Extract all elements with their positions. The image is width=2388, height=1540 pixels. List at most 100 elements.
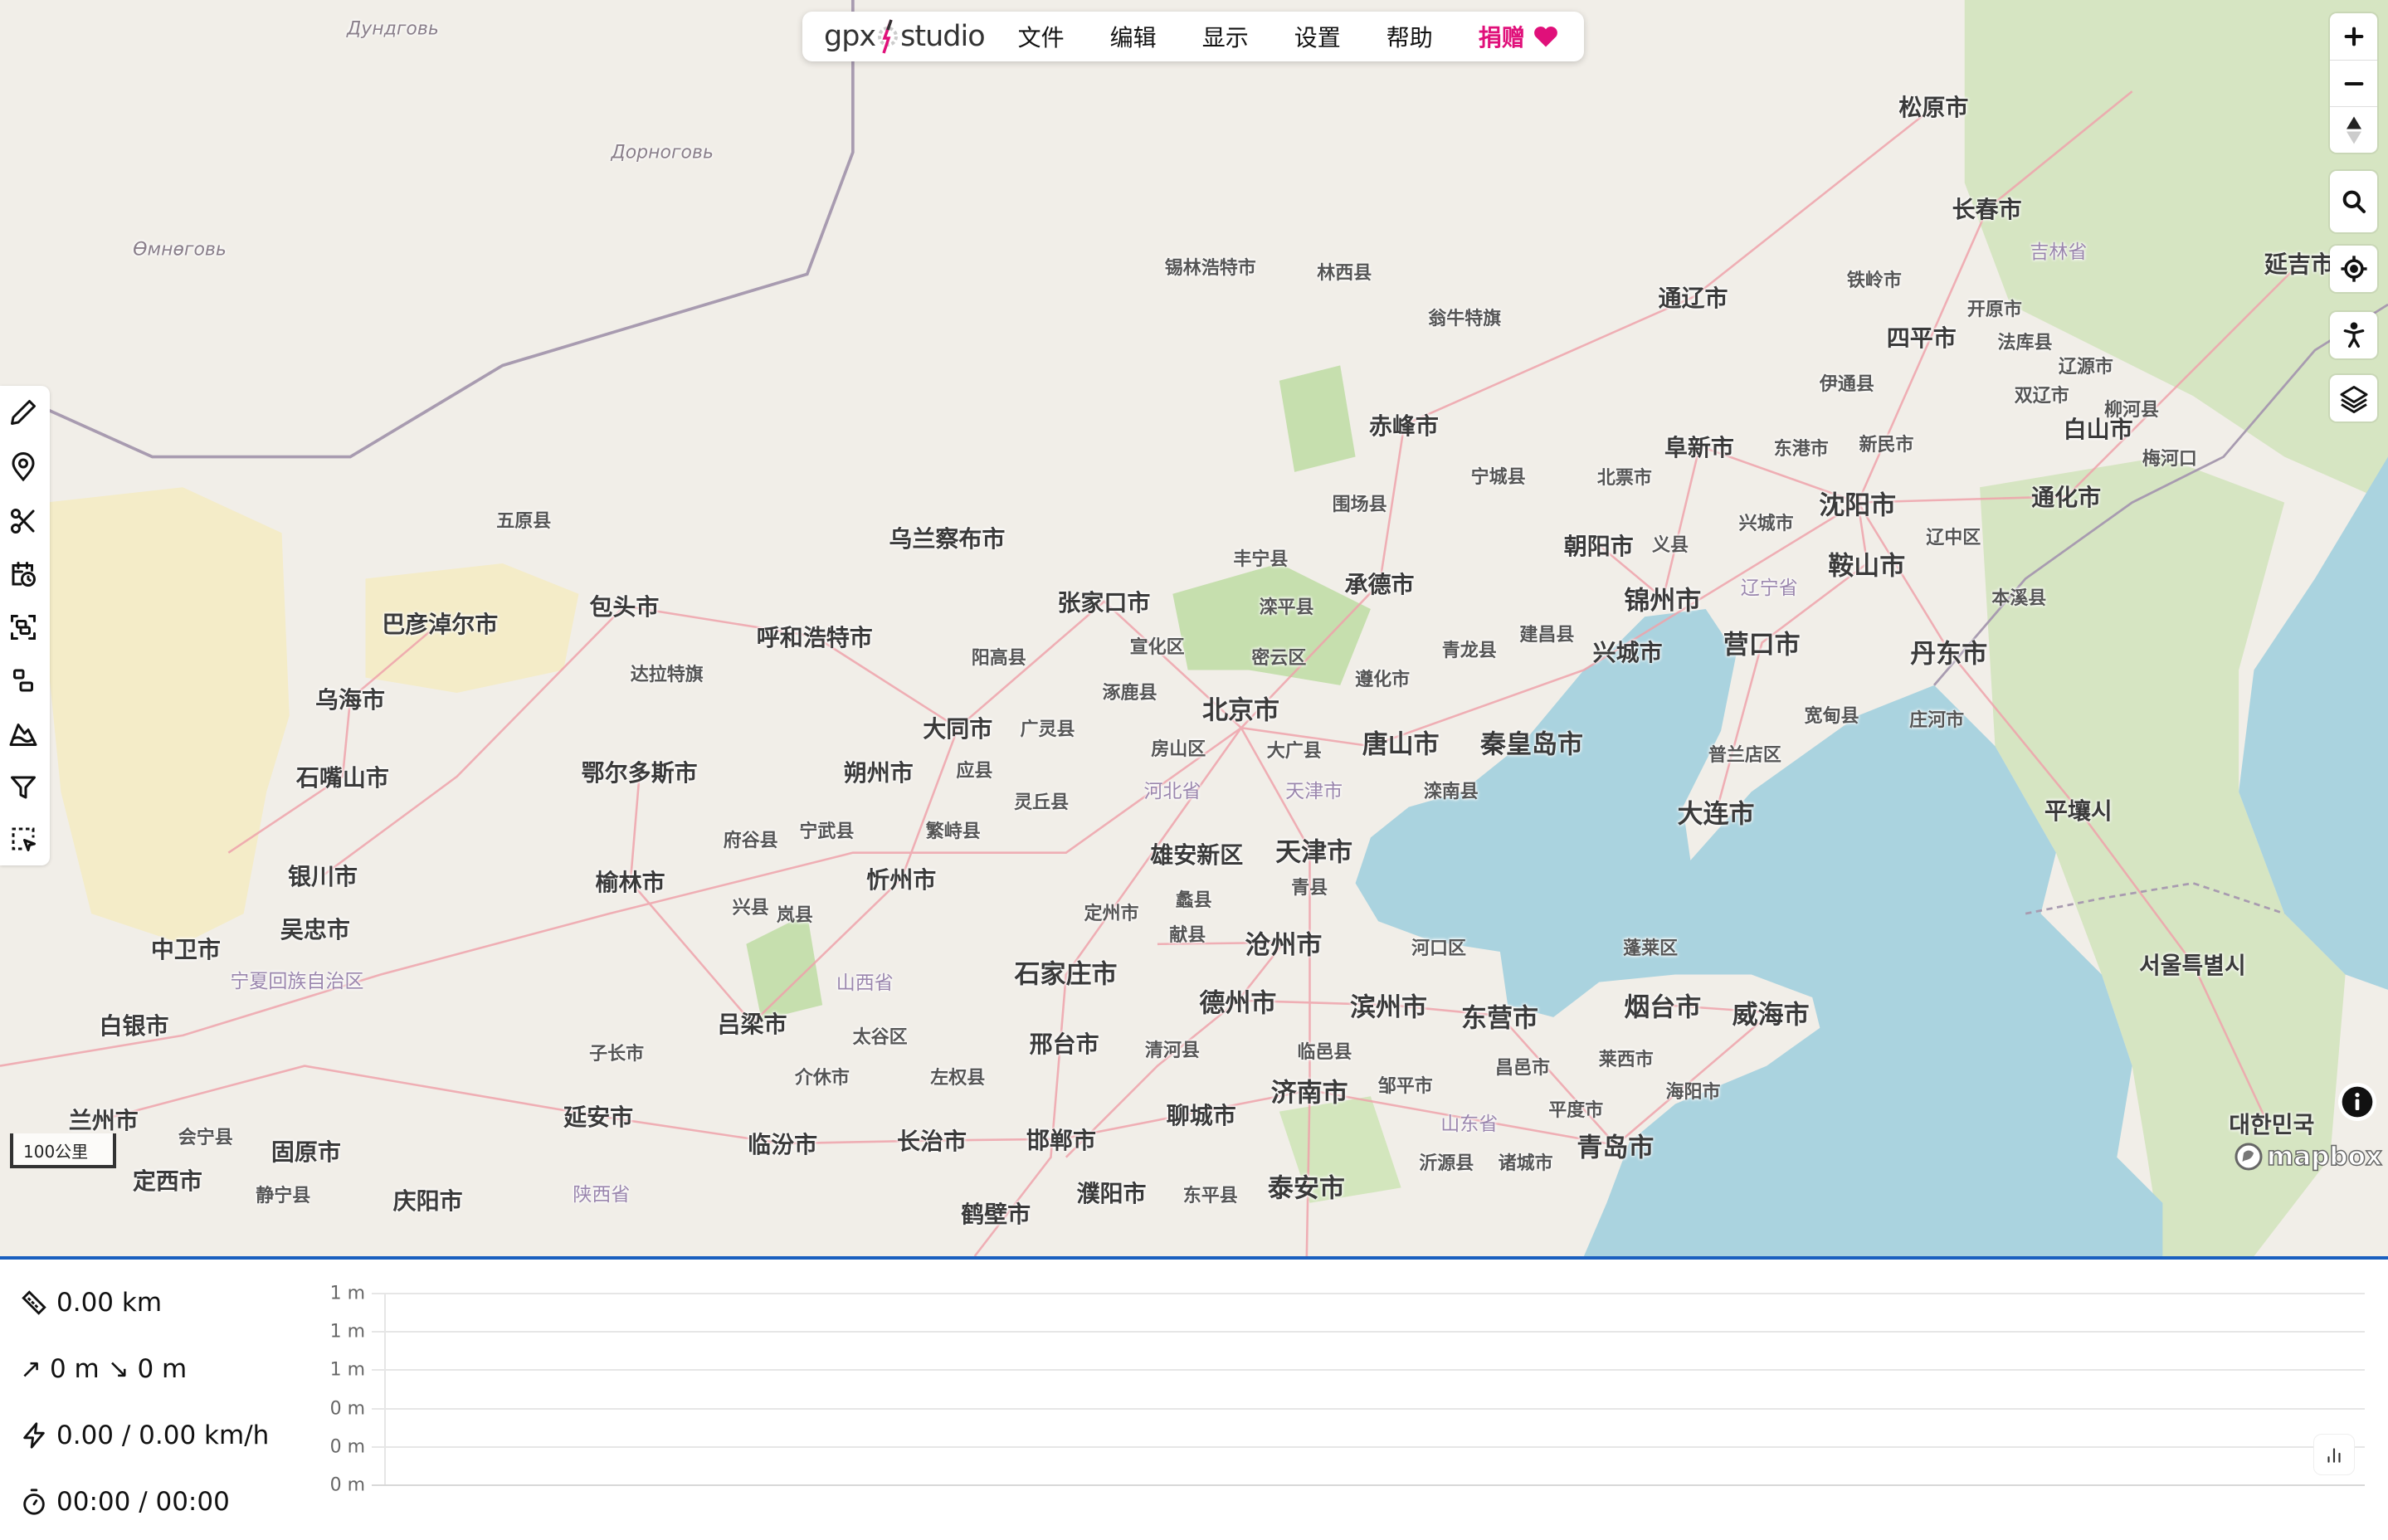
ungroup-icon[interactable] [8, 665, 38, 695]
map-city-label: 平壤시 [2044, 797, 2113, 826]
zoom-in-button[interactable] [2330, 13, 2377, 60]
heart-icon [1533, 26, 1557, 47]
elevation-panel [0, 1256, 2388, 1540]
map-city-label: 邢台市 [1029, 1030, 1099, 1058]
plus-icon [2344, 27, 2363, 46]
map-city-label: 石家庄市 [1014, 959, 1118, 990]
map-city-label: 烟台市 [1624, 992, 1702, 1023]
map-place-label: 普兰店区 [1708, 745, 1781, 767]
layers-control [2330, 375, 2377, 422]
map-city-label: 大连市 [1677, 799, 1755, 830]
stat-speed: 0.00 / 0.00 km/h [20, 1421, 269, 1450]
scale-bar: 100公里 [10, 1133, 116, 1168]
minus-icon [2344, 81, 2363, 85]
map-place-label: 蠡县 [1175, 889, 1212, 911]
map-city-label: 固原市 [270, 1138, 341, 1167]
map-city-label: 鄂尔多斯市 [581, 759, 698, 787]
scissors-icon[interactable] [8, 506, 38, 536]
map-place-label: 东平县 [1182, 1185, 1238, 1206]
select-icon[interactable] [8, 824, 38, 854]
locate-icon [2340, 256, 2367, 282]
group-icon[interactable] [8, 612, 38, 642]
left-toolbar [0, 386, 50, 865]
map-province-label: 宁夏回族自治区 [230, 970, 364, 992]
map-place-label: 静宁县 [256, 1185, 311, 1206]
map-place-label: 广灵县 [1020, 719, 1075, 741]
search-icon [2342, 190, 2366, 213]
map-city-label: 四平市 [1886, 324, 1957, 352]
map-place-label: 定州市 [1084, 904, 1139, 925]
lightning-icon [23, 1422, 45, 1449]
map-province-label: 吉林省 [2030, 241, 2088, 263]
map-pin-icon[interactable] [8, 452, 38, 482]
map-city-label: 定西市 [132, 1167, 202, 1196]
info-button[interactable] [2338, 1083, 2376, 1121]
map-place-label: 丰宁县 [1233, 548, 1289, 570]
map-place-label: 五原县 [496, 510, 552, 532]
map-city-label: 长治市 [897, 1128, 967, 1156]
map-place-label: 宁城县 [1470, 466, 1526, 488]
map-place-label: 平度市 [1548, 1099, 1604, 1121]
map-city-label: 通化市 [2031, 484, 2102, 512]
menu-file[interactable]: 文件 [1017, 24, 1065, 51]
menu-edit[interactable]: 编辑 [1109, 24, 1157, 51]
menu-donate[interactable]: 捐赠 [1479, 20, 1558, 53]
y-tick-label: 0 m [329, 1436, 365, 1458]
mountain-icon[interactable] [8, 719, 38, 748]
compass-button[interactable] [2330, 106, 2377, 153]
pencil-icon[interactable] [8, 397, 38, 427]
timer-icon [23, 1489, 45, 1515]
map-city-label: 德州市 [1199, 988, 1277, 1019]
map-city-label: 吴忠市 [280, 916, 350, 944]
layers-button[interactable] [2330, 375, 2377, 422]
filter-icon[interactable] [8, 772, 38, 802]
map-place-label: 兴城市 [1738, 514, 1794, 535]
search-button[interactable] [2330, 171, 2377, 232]
map-place-label: 义县 [1651, 535, 1689, 557]
map-place-label: 新民市 [1859, 434, 1914, 456]
gridline [372, 1369, 2365, 1371]
calendar-clock-icon[interactable] [8, 559, 38, 589]
y-tick-label: 1 m [329, 1321, 365, 1343]
zoom-out-button[interactable] [2330, 60, 2377, 106]
map-place-label: 滦平县 [1259, 597, 1314, 619]
map-place-label: 林西县 [1317, 262, 1372, 284]
mapbox-logo[interactable]: mapbox [2234, 1141, 2383, 1172]
map-city-label: 滨州市 [1350, 992, 1428, 1023]
zoom-controls [2330, 13, 2377, 153]
map-place-label: 辽源市 [2058, 357, 2113, 378]
map[interactable]: 北京市 天津市 唐山市 秦皇岛市 石家庄市 沧州市 德州市 滨州市 东营市 济南市 泰安市 青岛市 烟台… [0, 0, 2388, 1256]
logo-bolt-icon [878, 19, 899, 54]
accessibility-button[interactable] [2330, 312, 2377, 358]
map-place-label: 青龙县 [1441, 640, 1497, 661]
map-place-label: 兴县 [732, 897, 769, 919]
map-place-label: 本溪县 [1991, 588, 2047, 610]
map-city-label: 松原市 [1898, 94, 1969, 122]
map-city-label: 通辽市 [1658, 284, 1728, 312]
map-city-label: 北京市 [1202, 695, 1280, 726]
map-place-label: 左权县 [930, 1068, 986, 1089]
map-place-label: 宁武县 [799, 821, 855, 843]
menu-view[interactable]: 显示 [1201, 24, 1249, 51]
map-city-label: 赤峰市 [1368, 412, 1439, 440]
gridline [372, 1484, 2365, 1486]
gridline [372, 1408, 2365, 1410]
map-city-label: 邯郸市 [1026, 1126, 1096, 1154]
app-logo[interactable]: gpx studio [824, 19, 986, 54]
map-place-label: 宣化区 [1129, 637, 1185, 659]
y-tick-label: 0 m [329, 1474, 365, 1496]
menu-help[interactable]: 帮助 [1386, 24, 1433, 51]
map-city-label: 延吉市 [2264, 251, 2334, 279]
ruler-icon [22, 1290, 46, 1315]
locate-button[interactable] [2330, 246, 2377, 292]
map-city-label: 朝阳市 [1563, 532, 1634, 560]
chart-options-button[interactable] [2313, 1434, 2355, 1475]
map-place-label: 双辽市 [2014, 386, 2069, 407]
map-city-label: 雄安新区 [1150, 841, 1244, 870]
menu-settings[interactable]: 设置 [1294, 24, 1341, 51]
map-place-label: 临邑县 [1297, 1042, 1352, 1064]
map-place-label: 伊通县 [1819, 373, 1874, 395]
map-place-label: 子长市 [589, 1043, 645, 1065]
map-city-label: 白山市 [2063, 415, 2133, 443]
map-city-label: 大同市 [923, 715, 993, 743]
